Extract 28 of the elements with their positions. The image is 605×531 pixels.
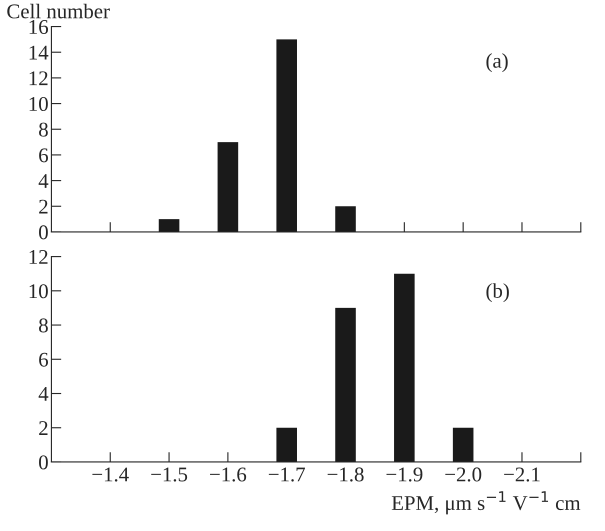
y-tick-label: 14 <box>30 46 48 60</box>
x-tick-label: −2.0 <box>445 467 482 482</box>
y-tick-label: 6 <box>39 148 48 162</box>
y-tick-label: 16 <box>30 20 48 34</box>
y-tick-label: 0 <box>39 455 48 470</box>
x-axis-title: EPM, μm s$^{−1}$ V$^{−1}$ cm <box>392 491 580 514</box>
y-tick-label: 8 <box>39 318 48 332</box>
y-tick-label: 6 <box>39 352 48 367</box>
y-tick-label: 12 <box>30 250 48 264</box>
x-tick-label: −1.8 <box>328 467 364 482</box>
x-tick-label: −1.6 <box>210 467 246 482</box>
x-tick-label: −1.4 <box>92 468 129 482</box>
y-tick-label: 0 <box>39 225 48 240</box>
x-tick-label: −2.1 <box>504 467 540 482</box>
y-tick-label: 10 <box>30 284 48 298</box>
y-tick-label: 4 <box>38 174 48 188</box>
annotation: (a) <box>486 53 508 72</box>
annotation: (b) <box>486 283 509 302</box>
y-tick-label: 8 <box>39 122 48 137</box>
y-axis-title: Cell number <box>7 4 110 18</box>
y-tick-label: 4 <box>38 387 48 401</box>
y-tick-label: 10 <box>30 96 48 112</box>
y-tick-label: 12 <box>30 71 48 86</box>
y-tick-label: 2 <box>39 421 48 435</box>
x-tick-label: −1.7 <box>268 468 305 482</box>
x-tick-label: −1.5 <box>151 468 188 482</box>
y-tick-label: 2 <box>39 200 48 214</box>
x-tick-label: −1.9 <box>386 467 422 482</box>
